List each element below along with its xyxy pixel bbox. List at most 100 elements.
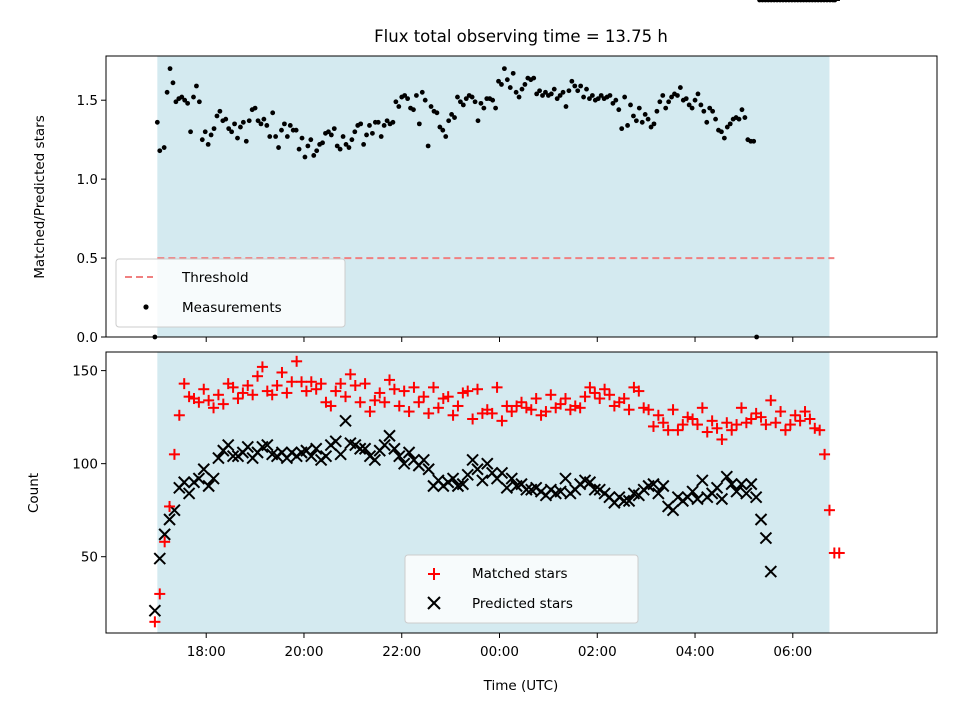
matched-star-point	[252, 370, 264, 382]
predicted-star-point	[505, 472, 518, 485]
measurement-point	[296, 146, 302, 152]
measurement-point	[701, 108, 707, 114]
matched-star-point	[696, 402, 708, 414]
predicted-star-point	[417, 453, 430, 467]
predicted-x-stroke	[745, 477, 758, 491]
matched-star-point	[271, 379, 283, 391]
predicted-star-point	[339, 414, 352, 428]
measurement-points	[152, 0, 838, 340]
matched-star-point	[716, 433, 728, 445]
measurement-point	[437, 124, 443, 130]
predicted-star-point	[710, 481, 724, 495]
matched-star-point	[579, 391, 591, 403]
measurement-point	[252, 105, 258, 111]
matched-star-point	[770, 417, 782, 429]
measurement-point	[161, 145, 167, 150]
matched-star-point	[603, 389, 615, 401]
matched-star-point	[559, 393, 571, 405]
measurement-point	[308, 137, 314, 143]
measurement-point	[270, 110, 276, 116]
matched-legend-label: Matched stars	[472, 566, 568, 582]
predicted-x-stroke	[446, 472, 460, 485]
predicted-star-point	[207, 472, 220, 485]
measurement-point	[232, 121, 237, 127]
matched-star-point	[501, 400, 513, 412]
matched-star-point	[687, 413, 699, 425]
measurement-point	[584, 86, 589, 92]
matched-star-point	[384, 374, 396, 386]
predicted-star-point	[764, 565, 778, 578]
predicted-x-stroke	[202, 479, 215, 493]
measurement-point	[199, 137, 205, 143]
matched-star-point	[765, 394, 777, 406]
measurement-point	[625, 123, 630, 128]
matched-star-point	[335, 378, 347, 390]
matched-star-point	[413, 396, 425, 408]
measurement-point	[551, 86, 557, 92]
counts-x-ticks: 18:00 20:00 22:00 00:00 02:00 04:00 06:00	[187, 633, 812, 660]
measurement-point	[343, 142, 349, 147]
measurement-point	[446, 118, 452, 124]
predicted-star-point	[353, 442, 367, 455]
measurement-point	[663, 105, 669, 111]
matched-star-point	[432, 402, 444, 414]
predicted-x-stroke	[221, 438, 235, 452]
predicted-star-point	[319, 450, 333, 463]
predicted-x-stroke	[466, 453, 479, 467]
matched-star-point	[814, 424, 826, 436]
predicted-x-stroke	[456, 477, 470, 491]
matched-star-point	[227, 381, 239, 393]
matched-star-point	[701, 426, 713, 438]
matched-star-point	[193, 396, 205, 408]
measurement-point	[598, 93, 604, 98]
predicted-x-stroke	[339, 414, 352, 428]
predicted-star-point	[647, 477, 660, 491]
ratio-y-axis-label: Matched/Predicted stars	[32, 115, 48, 278]
predicted-star-point	[471, 463, 484, 476]
predicted-x-stroke	[197, 463, 210, 476]
measurement-point	[346, 145, 352, 150]
measurement-point	[683, 96, 689, 102]
measurement-point	[337, 146, 343, 152]
predicted-x-stroke	[241, 440, 254, 454]
measurement-point	[557, 93, 563, 98]
measurement-point	[243, 138, 249, 144]
matched-stars-points	[149, 355, 845, 628]
predicted-x-stroke	[476, 474, 489, 487]
predicted-star-point	[730, 485, 743, 498]
measurement-point	[422, 97, 428, 103]
measurement-point	[736, 116, 742, 122]
matched-star-point	[212, 389, 224, 401]
measurement-point	[217, 108, 223, 114]
matched-star-point	[726, 424, 738, 436]
measurement-point	[727, 121, 733, 127]
matched-star-point	[516, 396, 527, 408]
predicted-star-point	[759, 531, 773, 545]
counts-legend: Matched stars Predicted stars	[404, 554, 639, 624]
measurement-point	[707, 105, 713, 111]
measurement-point	[516, 94, 522, 100]
measurement-point	[154, 119, 160, 125]
matched-star-point	[349, 379, 361, 391]
matched-star-point	[457, 387, 469, 399]
predicted-x-stroke	[471, 463, 484, 476]
y-tick-label: 0.5	[77, 251, 98, 267]
measurement-point	[739, 107, 745, 113]
matched-star-point	[256, 361, 268, 373]
measurement-point	[493, 105, 498, 111]
predicted-star-point	[202, 479, 215, 493]
matched-star-point	[833, 547, 845, 559]
predicted-star-point	[666, 503, 680, 517]
measurement-point	[358, 121, 364, 127]
measurement-point	[478, 100, 484, 106]
predicted-star-point	[383, 429, 396, 442]
y-tick-label: 1.5	[77, 93, 98, 109]
matched-star-point	[237, 387, 249, 399]
measurement-point	[721, 135, 727, 141]
measurement-point	[440, 127, 446, 133]
predicted-x-stroke	[764, 565, 778, 578]
matched-star-point	[447, 409, 459, 421]
measurement-point	[246, 118, 252, 124]
matched-star-point	[266, 389, 278, 401]
y-tick-label: 1.0	[77, 172, 98, 188]
